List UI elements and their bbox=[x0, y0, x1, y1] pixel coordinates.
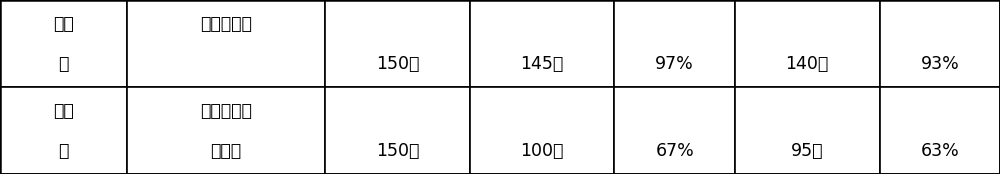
Bar bbox=[0, 87, 127, 174]
Bar bbox=[0, 0, 127, 87]
Text: 造影剂: 造影剂 bbox=[210, 142, 241, 160]
Text: 给药: 给药 bbox=[53, 102, 74, 120]
Text: 63%: 63% bbox=[920, 142, 959, 160]
Text: 组: 组 bbox=[58, 142, 68, 160]
Bar bbox=[325, 0, 470, 87]
Bar bbox=[880, 0, 1000, 87]
Bar bbox=[614, 87, 735, 174]
Text: 组: 组 bbox=[58, 55, 68, 73]
Bar bbox=[470, 0, 614, 87]
Text: 对照: 对照 bbox=[53, 15, 74, 33]
Text: 97%: 97% bbox=[655, 55, 694, 73]
Text: 93%: 93% bbox=[920, 55, 959, 73]
Text: 67%: 67% bbox=[655, 142, 694, 160]
Text: 其他造影剂: 其他造影剂 bbox=[200, 15, 252, 33]
Bar bbox=[880, 87, 1000, 174]
Bar bbox=[127, 87, 325, 174]
Text: 服用本发明: 服用本发明 bbox=[200, 102, 252, 120]
Text: 145人: 145人 bbox=[521, 55, 564, 73]
Text: 100人: 100人 bbox=[520, 142, 564, 160]
Text: 95人: 95人 bbox=[791, 142, 823, 160]
Bar bbox=[614, 0, 735, 87]
Bar bbox=[127, 0, 325, 87]
Bar bbox=[470, 87, 614, 174]
Text: 150人: 150人 bbox=[376, 55, 419, 73]
Text: 140人: 140人 bbox=[786, 55, 829, 73]
Bar bbox=[735, 87, 880, 174]
Bar bbox=[325, 87, 470, 174]
Bar bbox=[735, 0, 880, 87]
Text: 150人: 150人 bbox=[376, 142, 419, 160]
